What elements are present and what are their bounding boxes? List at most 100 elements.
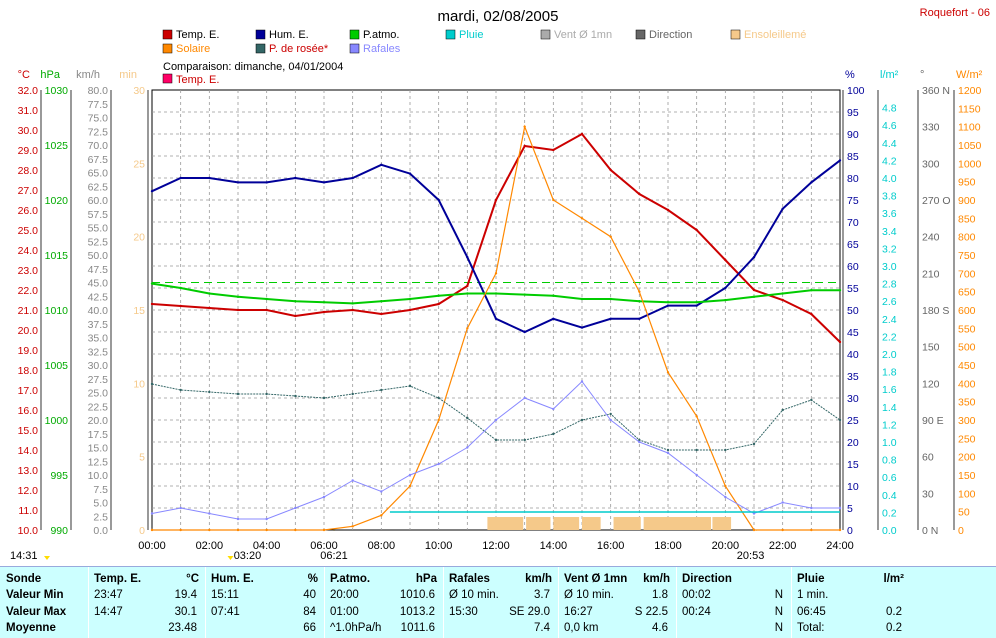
axis-tick-label: 2.5 [93,511,108,523]
table-cell: 0.2 [886,606,902,618]
legend-swatch [162,29,173,40]
axis-tick-label: 18.0 [18,365,39,377]
data-point [781,501,784,504]
data-point [322,301,326,304]
axis-tick-label: 950 [958,177,976,189]
data-point [265,392,268,396]
axis-tick-label: 90 E [922,415,944,427]
axis-tick-label: 62.5 [88,181,109,193]
data-point [437,396,440,400]
data-point [466,292,469,295]
axis-tick-label: 30.0 [18,125,39,137]
table-cell: Temp. E. [94,573,142,585]
data-point [408,172,412,175]
axis-tick-label: 300 [922,158,940,170]
sun-icon [227,556,234,560]
axis-tick-label: 2.6 [882,296,897,308]
data-point [265,517,268,521]
axis-tick-label: 700 [958,268,976,280]
data-point [294,506,297,510]
x-tick-label: 04:00 [253,540,281,552]
data-point [437,418,440,422]
axis-tick-label: 200 [958,452,976,464]
sunshine-bar [643,517,711,530]
legend-label: Rafales [363,43,401,55]
axis-tick-label: 750 [958,250,976,262]
data-point [294,300,297,303]
axis-tick-label: 360 N [922,85,950,97]
legend-swatch [635,29,646,40]
table-cell: SE 29.0 [509,606,550,618]
data-point [695,415,698,418]
axes: °C 32.0 31.0 30.0 29.0 28.0 27.0 26.0 25.0 24.0 23… [10,69,983,562]
axis-tick-label: 17.0 [18,385,39,397]
axis-tick-label: 15 [847,459,859,471]
data-point [695,228,698,232]
legend-label: Vent Ø 1mn [554,29,612,41]
axis-tick-label: 300 [958,415,976,427]
data-point [351,302,354,305]
data-point [380,490,383,493]
data-point [724,286,727,290]
axis-tick-label: 100 [847,85,865,97]
axis-tick-label: 4.2 [882,155,897,167]
legend-swatch [162,73,173,84]
axis-tick-label: 75 [847,195,859,207]
data-point [752,442,756,446]
axis-tick-label: 60.0 [88,195,109,207]
axis-tick-label: 60 [922,452,934,464]
data-point [666,208,670,212]
axis-tick-label: 14.0 [18,445,39,457]
data-point [208,512,211,515]
data-point [466,256,469,259]
axis-tick-label: 10 [133,378,145,390]
axis-tick-label: 50 [847,305,859,317]
data-point [838,289,842,292]
x-tick-label: 24:00 [826,540,854,552]
axis-tick-label: 500 [958,342,976,354]
axis-tick-label: 15.0 [88,443,109,455]
data-point [752,256,756,259]
x-tick-label: 12:00 [482,540,510,552]
axis-tick-label: 1000 [45,415,69,427]
data-point [351,308,354,312]
data-point [437,302,440,306]
axis-tick-label: 85 [847,151,859,163]
axis-tick-label: 22.0 [18,285,39,297]
left-time: 14:31 [10,550,38,562]
data-point [351,392,354,396]
axis-unit: W/m² [956,69,983,81]
axis-tick-label: 4.8 [882,103,897,115]
data-point [380,388,383,392]
sunset-label: 20:53 [737,550,765,562]
plot-area [150,89,842,532]
x-tick-label: 20:00 [712,540,740,552]
axis-tick-label: 0.6 [882,472,897,484]
data-point [638,317,641,320]
legend-swatch [255,29,266,40]
table-cell: 19.4 [174,589,197,601]
data-point [810,289,813,292]
table-cell: 00:24 [682,606,711,618]
legend-swatch [255,43,266,54]
column-divider [324,567,325,638]
data-point [208,176,211,180]
data-point [466,416,469,420]
data-point [351,479,354,482]
data-point [810,181,813,184]
table-cell: 16:27 [564,606,593,618]
axis-tick-label: 35.0 [88,333,109,345]
table-cell: km/h [525,573,552,585]
axis-unit: °C [18,69,30,81]
axis-tick-label: 7.5 [93,484,108,496]
axis-tick-label: 650 [958,287,976,299]
data-point [781,207,784,210]
axis-tick-label: 1200 [958,85,982,97]
axis-tick-label: 995 [50,470,68,482]
data-point [494,272,498,275]
axis-tick-label: 1050 [958,140,982,152]
table-cell: 23:47 [94,589,123,601]
axis-tick-label: 11.0 [18,505,38,517]
axis-tick-label: 1010 [45,305,69,317]
data-point [838,340,842,344]
